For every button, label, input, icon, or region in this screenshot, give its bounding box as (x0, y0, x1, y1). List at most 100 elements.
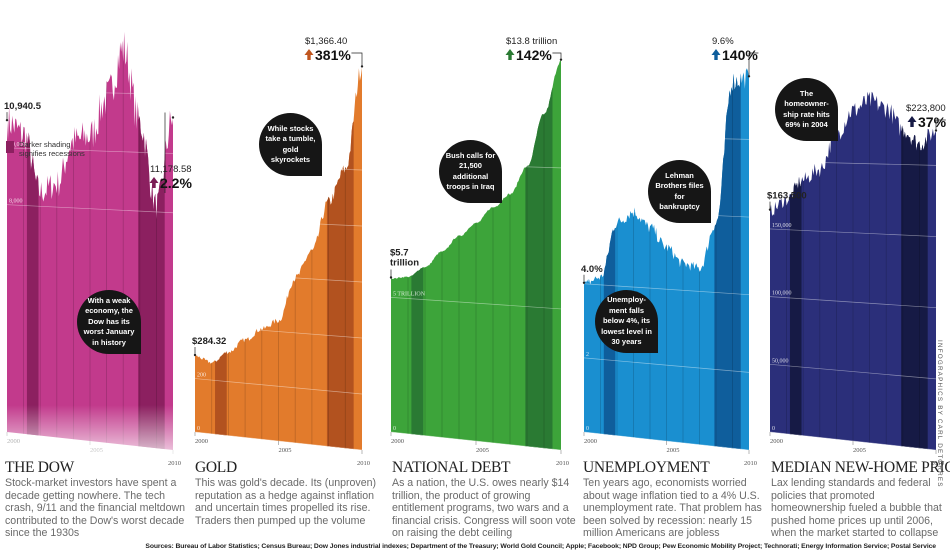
end-pointer (935, 119, 946, 130)
gridline-label: 100,000 (772, 291, 792, 297)
end-value-label: 11,178.58 (150, 164, 192, 175)
panel-text-debt: NATIONAL DEBT As a nation, the U.S. owes… (392, 459, 577, 540)
panel-text-dow: THE DOW Stock-market investors have spen… (5, 459, 190, 540)
chart-home: 0 50,000 100,000 150,000 200,000 2000 2005 2010… (767, 91, 947, 467)
callout-lehman: Lehman Brothers files for bankruptcy (648, 160, 711, 223)
up-arrow-icon (505, 49, 515, 60)
x-tick-label: 2010 (168, 460, 181, 467)
panel-text-unemployment: UNEMPLOYMENT Ten years ago, economists w… (583, 459, 768, 540)
end-value-label: $13.8 trillion (506, 36, 557, 47)
start-value-label: $5.7 (390, 248, 409, 259)
gridline (584, 135, 749, 140)
gridline-label: 0 (772, 426, 775, 432)
x-tick-label: 2005 (476, 447, 489, 454)
start-value-label: 4.0% (581, 264, 603, 275)
percent-change-label: 140% (722, 47, 758, 63)
recession-band (326, 67, 354, 451)
recession-band (901, 91, 928, 450)
panel-description: Ten years ago, economists worried about … (583, 477, 762, 540)
end-value-label: $1,366.40 (305, 36, 347, 47)
panel-description: This was gold's decade. Its (unproven) r… (195, 477, 377, 527)
gridline (584, 283, 749, 296)
gridline-label: 6 (586, 204, 589, 210)
gridline-label: 50,000 (772, 358, 789, 364)
x-tick-label: 2000 (770, 438, 783, 445)
up-arrow-icon (304, 49, 314, 60)
panel-description: Stock-market investors have spent a deca… (5, 477, 186, 540)
end-pointer (552, 52, 562, 59)
up-arrow-icon (149, 177, 159, 188)
gridline-label: 150,000 (772, 223, 792, 229)
gridline-label: 5 TRILLION (393, 291, 426, 297)
area-gold (195, 67, 362, 451)
recession-band (26, 31, 39, 451)
x-tick-label: 2010 (931, 460, 944, 467)
x-tick-label: 2000 (584, 438, 597, 445)
start-value-label: trillion (390, 258, 419, 269)
up-arrow-icon (711, 49, 721, 60)
chart-debt: 0 5 TRILLION $10 TRILLION 2000 2005 2010 $5.7t… (389, 36, 569, 467)
end-dot (934, 129, 938, 132)
callout-dow: With a weak economy, the Dow has its wor… (77, 290, 141, 354)
legend: Darker shading signifies recessions (6, 140, 99, 158)
x-tick-label: 2010 (357, 460, 370, 467)
gridline-label: 0 (586, 426, 589, 432)
start-dot (389, 276, 393, 279)
start-value-label: 10,940.5 (4, 101, 42, 112)
callout-gold: While stocks take a tumble, gold skyrock… (259, 113, 322, 176)
gridline (770, 296, 936, 309)
callout-unemployment-low: Unemploy-ment falls below 4%, its lowest… (595, 290, 658, 353)
panel-title: GOLD (195, 459, 237, 476)
gridline (770, 363, 936, 380)
gridline-label: 0 (393, 426, 396, 432)
gridline-label: 8,000 (9, 199, 23, 205)
gridline-label: 800 (197, 212, 206, 218)
gridline-label: 1,000 (197, 159, 211, 165)
area-debt (391, 60, 561, 450)
x-tick-label: 2005 (667, 447, 680, 454)
start-dot (5, 118, 9, 122)
gridline (391, 297, 561, 310)
panel-title: UNEMPLOYMENT (583, 459, 710, 476)
gridline (7, 90, 173, 95)
chart-dow: 8,00010,00012,00020002005201010,940.511,… (4, 31, 192, 467)
up-arrow-icon (907, 116, 917, 127)
x-tick-label: 2000 (195, 438, 208, 445)
gridline (7, 204, 173, 214)
area-home (770, 91, 936, 450)
recession-band (411, 60, 424, 450)
gridline-label: 400 (197, 319, 206, 325)
panel-title: NATIONAL DEBT (392, 459, 511, 476)
area-unemployment (584, 68, 749, 450)
gridline-label: 200,000 (772, 155, 792, 161)
gridline-label: 0 (197, 426, 200, 432)
panel-description: As a nation, the U.S. owes nearly $14 tr… (392, 477, 576, 540)
panel-description: Lax lending standards and federal polici… (771, 477, 942, 540)
percent-change-label: 37% (918, 114, 947, 130)
recession-band (603, 68, 616, 450)
recession-band (789, 91, 802, 450)
start-value-label: $284.32 (192, 336, 226, 347)
dow-fade (5, 405, 177, 455)
gridline-label: 12,000 (9, 85, 26, 91)
end-value-label: $223,800 (906, 103, 946, 114)
percent-change-label: 142% (516, 47, 552, 63)
panel-text-home: MEDIAN NEW-HOME PRICE Lax lending standa… (771, 459, 950, 540)
gridline (584, 357, 749, 373)
percent-change-label: 381% (315, 47, 351, 63)
gridline-label: 200 (197, 373, 206, 379)
callout-home: The homeowner-ship rate hits 69% in 2004 (775, 78, 838, 141)
end-pointer (748, 52, 759, 76)
gridline-label: 2 (586, 352, 589, 358)
end-dot (559, 58, 563, 61)
start-value-label: $163,500 (767, 191, 807, 202)
start-dot (768, 208, 772, 211)
x-tick-label: 2010 (556, 460, 569, 467)
percent-change-label: 2.2% (160, 175, 192, 191)
chart-unemployment: 0 2 4 6 8% 2000 2005 2010 4.0% 9.6%140% (581, 36, 759, 467)
callout-debt: Bush calls for 21,500 additional troops … (439, 140, 502, 203)
x-tick-label: 2005 (853, 447, 866, 454)
start-dot (193, 353, 197, 357)
end-pointer (351, 52, 363, 66)
legend-label: Darker shading signifies recessions (19, 140, 85, 158)
